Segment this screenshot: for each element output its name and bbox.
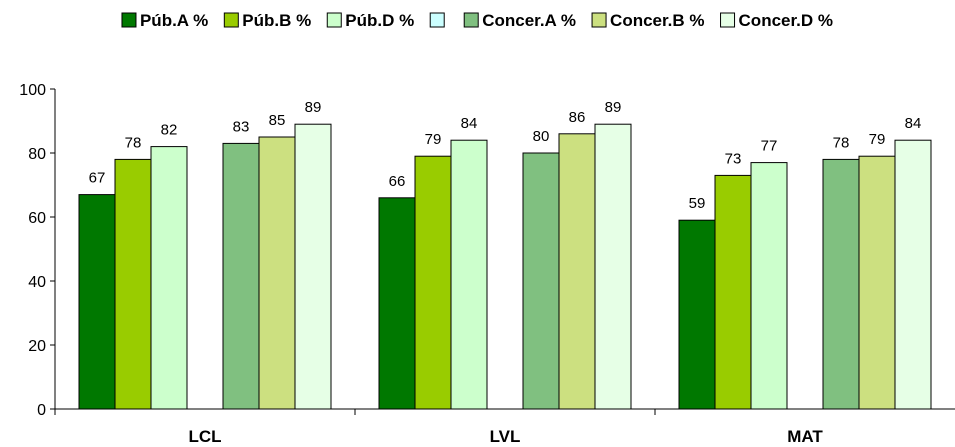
bar-lcl-series-2 bbox=[150, 146, 188, 410]
data-label: 67 bbox=[89, 170, 106, 187]
legend: Púb.A % Púb.B % Púb.D % Concer.A % Concer.B … bbox=[121, 11, 833, 30]
legend-label: Concer.D % bbox=[739, 11, 833, 30]
y-tick-label: 40 bbox=[28, 274, 46, 291]
legend-swatch bbox=[463, 12, 479, 28]
x-category-label: LCL bbox=[188, 427, 221, 446]
data-label: 79 bbox=[425, 131, 442, 148]
bars bbox=[78, 123, 932, 410]
data-label: 84 bbox=[905, 115, 922, 132]
y-tick-label: 100 bbox=[19, 82, 46, 99]
data-label: 89 bbox=[305, 99, 322, 116]
data-label: 84 bbox=[461, 115, 478, 132]
legend-swatch bbox=[429, 12, 445, 28]
bar-lvl-series-0 bbox=[378, 197, 416, 410]
y-tick-label: 20 bbox=[28, 338, 46, 355]
x-category-label: LVL bbox=[490, 427, 521, 446]
data-label: 85 bbox=[269, 112, 286, 129]
data-label: 86 bbox=[569, 109, 586, 126]
bar-mat-series-6 bbox=[894, 139, 932, 410]
data-label: 80 bbox=[533, 128, 550, 145]
y-tick-label: 60 bbox=[28, 210, 46, 227]
bar-lcl-series-5 bbox=[258, 136, 296, 410]
bar-lvl-series-5 bbox=[558, 133, 596, 410]
legend-swatch bbox=[591, 12, 607, 28]
y-tick-label: 80 bbox=[28, 146, 46, 163]
bar-mat-series-4 bbox=[822, 158, 860, 410]
bar-lvl-series-4 bbox=[522, 152, 560, 410]
legend-label: Púb.B % bbox=[242, 11, 311, 30]
data-label: 83 bbox=[233, 118, 250, 135]
axes: 0 20 40 60 80 100 LCL LVL MAT bbox=[19, 82, 955, 446]
data-label: 89 bbox=[605, 99, 622, 116]
legend-label: Concer.B % bbox=[610, 11, 704, 30]
data-label: 79 bbox=[869, 131, 886, 148]
data-label: 59 bbox=[689, 195, 706, 212]
bar-lcl-series-0 bbox=[78, 194, 116, 410]
bar-mat-series-1 bbox=[714, 174, 752, 410]
bar-mat-series-5 bbox=[858, 155, 896, 410]
legend-swatch bbox=[326, 12, 342, 28]
legend-label: Concer.A % bbox=[482, 11, 576, 30]
legend-swatch bbox=[121, 12, 137, 28]
data-labels: 67 66 59 78 79 73 82 84 77 83 80 78 85 86 79 89 89 84 bbox=[89, 99, 922, 212]
bar-lvl-series-6 bbox=[594, 123, 632, 410]
bar-lcl-series-6 bbox=[294, 123, 332, 410]
bar-lcl-series-1 bbox=[114, 158, 152, 410]
bar-mat-series-0 bbox=[678, 219, 716, 410]
legend-label: Púb.A % bbox=[140, 11, 208, 30]
legend-label: Púb.D % bbox=[345, 11, 414, 30]
x-category-label: MAT bbox=[787, 427, 823, 446]
legend-swatch bbox=[720, 12, 736, 28]
bar-mat-series-2 bbox=[750, 162, 788, 410]
data-label: 77 bbox=[761, 138, 778, 155]
data-label: 73 bbox=[725, 150, 742, 167]
legend-swatch bbox=[223, 12, 239, 28]
bar-lvl-series-2 bbox=[450, 139, 488, 410]
data-label: 78 bbox=[125, 134, 142, 151]
data-label: 66 bbox=[389, 173, 406, 190]
data-label: 78 bbox=[833, 134, 850, 151]
data-label: 82 bbox=[161, 122, 178, 139]
bar-lvl-series-1 bbox=[414, 155, 452, 410]
y-tick-label: 0 bbox=[37, 402, 46, 419]
bar-lcl-series-4 bbox=[222, 142, 260, 410]
